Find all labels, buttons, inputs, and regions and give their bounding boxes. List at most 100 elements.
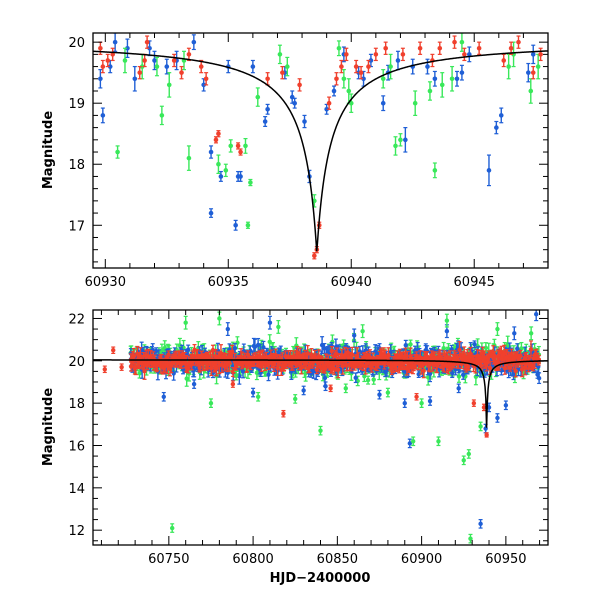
data-point-blue-marker: [208, 149, 214, 155]
bulk-point-blue-marker: [322, 375, 328, 381]
bulk-point-blue-marker: [266, 372, 271, 377]
data-point-blue: [494, 120, 499, 135]
data-point-red-marker: [100, 64, 106, 69]
bulk-point-green-marker: [371, 377, 376, 382]
data-point-green: [248, 178, 253, 187]
data-point-green-marker: [393, 143, 398, 149]
data-point-green: [284, 56, 290, 77]
data-point-blue-marker: [152, 58, 157, 63]
data-point-blue: [466, 46, 472, 63]
data-point-green: [432, 162, 438, 179]
data-point-green: [439, 72, 445, 98]
data-point-red: [516, 35, 521, 49]
data-point-green: [159, 105, 165, 126]
bulk-point-green: [365, 375, 371, 385]
data-point-green: [228, 139, 234, 153]
data-point-blue-marker: [132, 76, 138, 82]
x-tick-label: 60945: [454, 275, 495, 290]
data-point-blue-marker: [292, 100, 297, 106]
data-point-green: [380, 69, 386, 89]
x-tick-label: 60935: [208, 275, 249, 290]
data-point-red: [400, 47, 406, 62]
data-point-red-marker: [179, 70, 184, 75]
data-point-blue-marker: [432, 76, 438, 82]
data-point-red-marker: [358, 70, 364, 75]
data-point-blue-marker: [112, 39, 118, 45]
data-point-green: [122, 47, 128, 74]
data-point-green: [186, 145, 192, 171]
data-point-green: [427, 81, 433, 101]
data-point-red: [110, 47, 115, 62]
bulk-point-blue-marker: [427, 371, 433, 376]
data-point-blue: [331, 85, 337, 97]
data-point-red-marker: [452, 39, 457, 45]
bulk-point-blue-marker: [185, 347, 191, 352]
data-point-red: [538, 47, 543, 62]
data-point-green: [154, 56, 160, 77]
data-point-blue-marker: [425, 64, 430, 69]
data-point-green-marker: [432, 168, 438, 173]
data-point-green: [459, 33, 465, 52]
bulk-point-blue: [322, 343, 327, 354]
data-point-red: [98, 41, 103, 55]
data-point-red-marker: [400, 52, 406, 57]
data-point-red-marker: [216, 131, 221, 137]
data-point-red: [334, 72, 339, 86]
data-point-blue-marker: [530, 52, 536, 57]
data-point-red-marker: [417, 45, 423, 51]
data-point-green: [341, 69, 347, 89]
data-point-red-marker: [297, 82, 302, 88]
y-tick-label: 19: [68, 97, 85, 112]
data-point-blue-marker: [125, 45, 130, 51]
data-point-red-marker: [142, 58, 147, 63]
data-point-blue: [459, 64, 465, 81]
bulk-point-blue-marker: [353, 375, 358, 380]
data-point-green: [412, 90, 418, 117]
data-point-blue: [112, 33, 118, 52]
data-point-red: [179, 65, 184, 80]
data-point-blue: [164, 58, 170, 75]
data-point-blue: [208, 145, 214, 159]
data-point-blue: [100, 107, 106, 124]
data-point-red-marker: [366, 64, 371, 69]
data-point-red: [216, 130, 221, 138]
data-point-green-marker: [115, 149, 120, 155]
top-panel: 60930 60935 60940 60945 17 18 19 20 Magnitude: [41, 32, 549, 290]
data-point-green-marker: [216, 161, 221, 167]
data-point-blue: [403, 127, 408, 153]
data-point-red: [326, 96, 332, 110]
data-point-red-marker: [238, 149, 243, 155]
bulk-point-green-marker: [159, 348, 165, 353]
data-point-blue-marker: [218, 174, 224, 179]
data-point-red-marker: [530, 70, 536, 75]
data-point-red-marker: [235, 143, 241, 149]
data-point-red-marker: [110, 52, 115, 57]
data-point-red-marker: [98, 45, 103, 51]
data-point-red-marker: [383, 45, 388, 51]
bulk-point-blue: [416, 370, 421, 378]
y-tick-label: 17: [68, 219, 85, 234]
data-point-green: [255, 87, 261, 107]
bulk-point-blue: [266, 367, 271, 382]
data-point-red-marker: [137, 70, 143, 75]
data-point-blue-marker: [100, 113, 106, 118]
data-point-blue-marker: [302, 119, 307, 124]
bulk-point-blue-marker: [240, 369, 246, 374]
data-point-blue-marker: [403, 137, 408, 143]
data-point-red: [452, 35, 457, 49]
data-point-green: [398, 133, 403, 147]
data-point-red: [297, 78, 302, 92]
data-point-green-marker: [255, 94, 261, 100]
top-y-axis-label: Magnitude: [41, 111, 56, 190]
bulk-point-green-marker: [362, 374, 367, 379]
data-point-red: [186, 47, 192, 62]
data-point-blue: [380, 95, 386, 112]
data-point-green-marker: [528, 88, 534, 94]
bulk-point-green-marker: [235, 340, 240, 345]
data-point-red: [280, 65, 285, 80]
data-point-green-marker: [245, 222, 251, 228]
data-point-green-marker: [159, 113, 165, 118]
bulk-point-green-marker: [408, 342, 413, 347]
data-point-blue-marker: [208, 210, 214, 216]
